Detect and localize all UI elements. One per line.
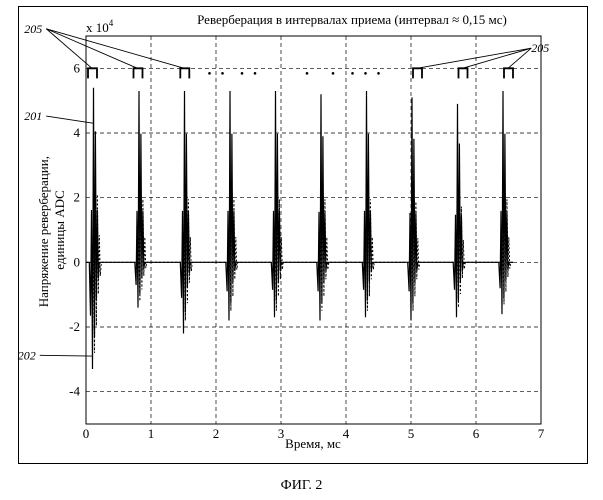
interval-dot bbox=[306, 72, 309, 75]
interval-marker bbox=[134, 68, 143, 78]
interval-marker bbox=[180, 68, 189, 78]
grid-lines bbox=[86, 36, 541, 424]
annotation-label: 205 bbox=[24, 22, 42, 36]
annotation-leader bbox=[46, 116, 94, 123]
interval-dot bbox=[351, 72, 354, 75]
interval-dot bbox=[241, 72, 244, 75]
interval-marker bbox=[504, 68, 513, 78]
x-tick-label: 6 bbox=[473, 426, 480, 441]
y-axis-label-line2: единицы ADC bbox=[52, 190, 67, 269]
y-multiplier: x 104 bbox=[86, 18, 114, 35]
interval-dot bbox=[254, 72, 257, 75]
interval-marker bbox=[88, 68, 97, 78]
y-axis-label: Напряжение реверберации, единицы ADC bbox=[36, 153, 67, 307]
interval-dot bbox=[208, 72, 211, 75]
y-tick-label: 6 bbox=[74, 60, 81, 75]
figure-caption: ФИГ. 2 bbox=[0, 478, 603, 494]
y-axis-label-line1: Напряжение реверберации, bbox=[36, 156, 51, 307]
x-tick-label: 0 bbox=[83, 426, 90, 441]
annotation-leader bbox=[46, 29, 184, 69]
chart-title: Реверберация в интервалах приема (интерв… bbox=[197, 12, 507, 27]
y-tick-label: 2 bbox=[74, 190, 81, 205]
plot-area bbox=[86, 36, 541, 424]
annotation-label: 201 bbox=[24, 109, 42, 123]
y-multiplier-base: x 10 bbox=[86, 20, 109, 35]
interval-dot bbox=[221, 72, 224, 75]
annotation-leader bbox=[40, 355, 92, 356]
y-tick-label: -4 bbox=[69, 384, 80, 399]
x-tick-label: 1 bbox=[148, 426, 155, 441]
interval-dot bbox=[364, 72, 367, 75]
y-tick-label: -2 bbox=[69, 319, 80, 334]
annotation-label: 205 bbox=[531, 41, 549, 55]
x-tick-label: 3 bbox=[278, 426, 285, 441]
interval-dot bbox=[377, 72, 380, 75]
x-tick-label: 7 bbox=[538, 426, 545, 441]
interval-dot bbox=[332, 72, 335, 75]
x-axis-label: Время, мс bbox=[285, 436, 341, 451]
x-tick-label: 5 bbox=[408, 426, 415, 441]
interval-markers bbox=[88, 68, 513, 78]
y-multiplier-exp: 4 bbox=[109, 18, 114, 28]
interval-marker bbox=[459, 68, 468, 78]
annotation-label: 202 bbox=[18, 348, 36, 362]
interval-marker bbox=[413, 68, 422, 78]
x-tick-label: 4 bbox=[343, 426, 350, 441]
y-tick-label: 0 bbox=[74, 254, 81, 269]
y-tick-label: 4 bbox=[74, 125, 81, 140]
x-tick-label: 2 bbox=[213, 426, 220, 441]
